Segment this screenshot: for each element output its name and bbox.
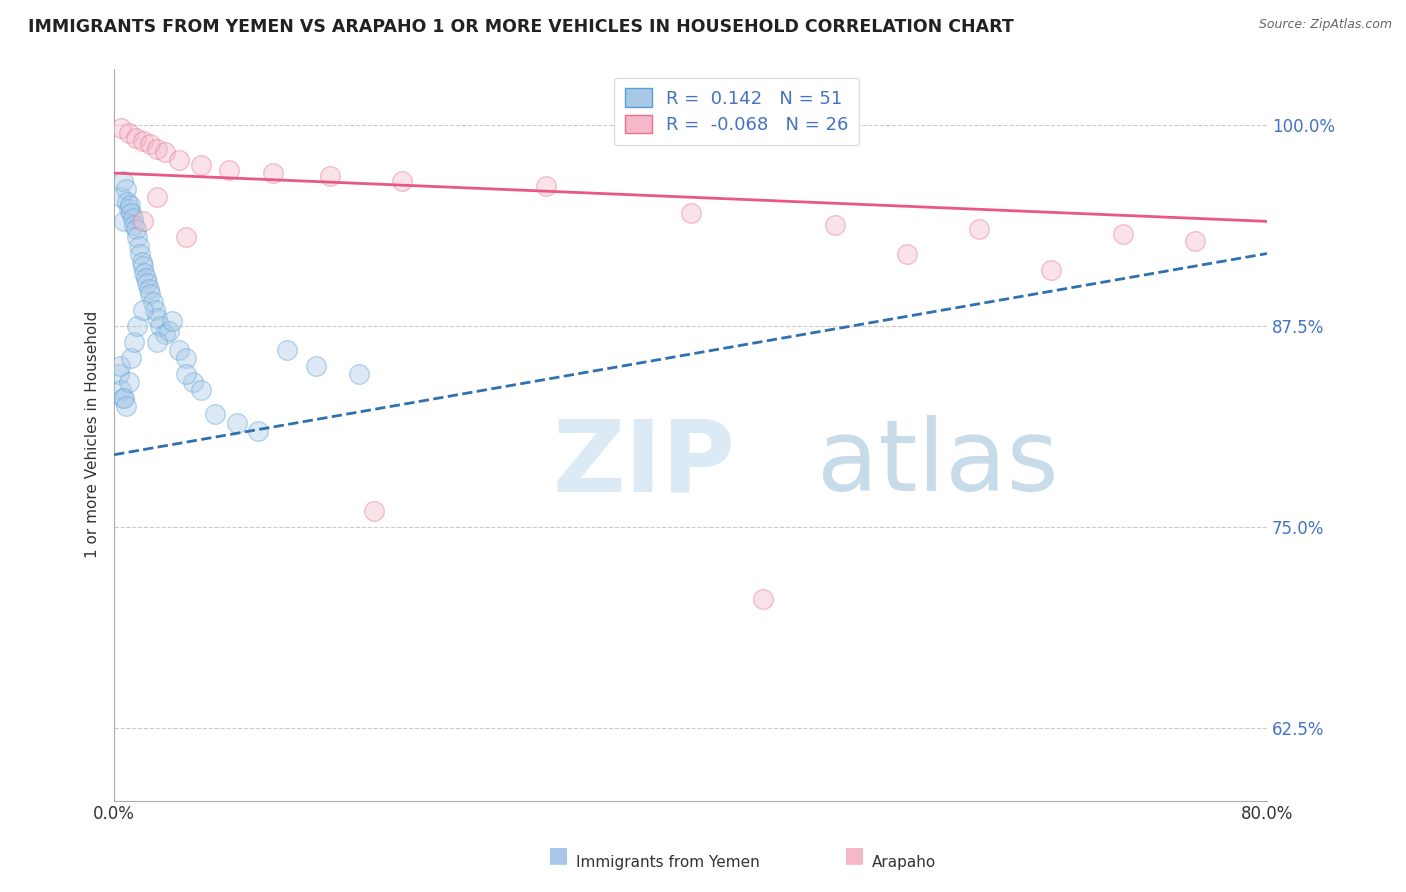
Y-axis label: 1 or more Vehicles in Household: 1 or more Vehicles in Household xyxy=(86,311,100,558)
Point xyxy=(174,351,197,366)
Point xyxy=(391,174,413,188)
Point xyxy=(108,359,131,374)
Text: Immigrants from Yemen: Immigrants from Yemen xyxy=(576,855,761,870)
Point xyxy=(319,169,342,184)
Point xyxy=(128,238,150,252)
Point xyxy=(114,182,136,196)
Point xyxy=(1184,234,1206,248)
Point xyxy=(124,334,146,349)
Point xyxy=(262,166,284,180)
Point xyxy=(125,130,148,145)
Point xyxy=(142,294,165,309)
Point xyxy=(132,134,155,148)
Point xyxy=(127,230,149,244)
Point xyxy=(110,384,132,398)
Point xyxy=(160,314,183,328)
Point xyxy=(146,310,169,325)
Point xyxy=(118,198,141,212)
Point xyxy=(110,121,132,136)
Point xyxy=(134,266,156,280)
Point xyxy=(204,408,226,422)
Point xyxy=(132,302,155,317)
Point xyxy=(153,326,176,341)
Point xyxy=(190,384,212,398)
Point xyxy=(157,324,180,338)
Point xyxy=(122,211,145,226)
Point xyxy=(167,153,190,168)
Point xyxy=(131,254,153,268)
Point xyxy=(125,222,148,236)
Point xyxy=(1039,262,1062,277)
Text: Arapaho: Arapaho xyxy=(872,855,936,870)
Point xyxy=(183,376,205,390)
Point xyxy=(115,195,138,210)
Point xyxy=(967,222,990,236)
Text: ZIP: ZIP xyxy=(553,416,735,512)
Point xyxy=(132,260,155,274)
Point xyxy=(536,178,558,193)
Point xyxy=(138,282,160,296)
Point xyxy=(679,206,702,220)
Point xyxy=(112,392,135,406)
Point xyxy=(146,190,169,204)
Text: IMMIGRANTS FROM YEMEN VS ARAPAHO 1 OR MORE VEHICLES IN HOUSEHOLD CORRELATION CHA: IMMIGRANTS FROM YEMEN VS ARAPAHO 1 OR MO… xyxy=(28,18,1014,36)
Point xyxy=(111,174,134,188)
Point xyxy=(143,302,166,317)
Point xyxy=(190,158,212,172)
Point xyxy=(117,202,139,216)
Point xyxy=(824,218,846,232)
Point xyxy=(247,424,270,438)
Point xyxy=(167,343,190,357)
Point xyxy=(139,137,162,152)
Point xyxy=(111,392,134,406)
Point xyxy=(146,142,169,156)
Point xyxy=(347,368,370,382)
Point xyxy=(751,592,773,607)
Point xyxy=(135,270,157,285)
Point xyxy=(124,218,146,232)
Point xyxy=(225,416,247,430)
Point xyxy=(110,190,132,204)
Point xyxy=(174,368,197,382)
Point xyxy=(121,351,143,366)
Point xyxy=(117,126,139,140)
Point xyxy=(121,206,143,220)
Point xyxy=(139,286,162,301)
Point xyxy=(1112,227,1135,242)
Point xyxy=(153,145,176,160)
Point xyxy=(276,343,298,357)
Text: Source: ZipAtlas.com: Source: ZipAtlas.com xyxy=(1258,18,1392,31)
Point xyxy=(129,246,152,260)
Point xyxy=(136,276,159,290)
Point xyxy=(305,359,328,374)
Point xyxy=(127,318,149,333)
Point xyxy=(117,376,139,390)
Point xyxy=(218,162,240,177)
Point xyxy=(149,318,172,333)
Text: ■: ■ xyxy=(548,846,569,865)
Point xyxy=(112,214,135,228)
Point xyxy=(146,334,169,349)
Point xyxy=(114,400,136,414)
Text: atlas: atlas xyxy=(817,416,1059,512)
Point xyxy=(896,246,918,260)
Text: ■: ■ xyxy=(844,846,865,865)
Point xyxy=(363,504,385,518)
Legend: R =  0.142   N = 51, R =  -0.068   N = 26: R = 0.142 N = 51, R = -0.068 N = 26 xyxy=(614,78,859,145)
Point xyxy=(132,214,155,228)
Point xyxy=(174,230,197,244)
Point xyxy=(107,368,129,382)
